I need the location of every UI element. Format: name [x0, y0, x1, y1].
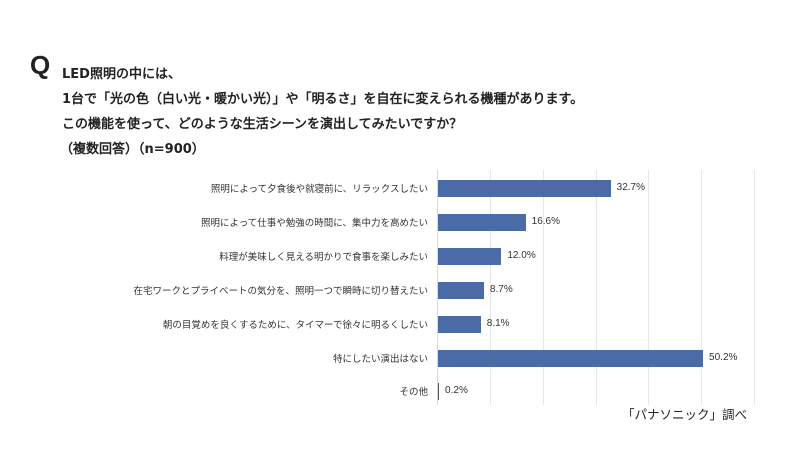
value-label: 12.0%	[507, 250, 536, 261]
bar-row: その他 0.2%	[0, 382, 800, 402]
bar	[438, 350, 704, 367]
gridline	[596, 170, 597, 405]
question-line-2: 1台で「光の色（白い光・暖かい光）」や「明るさ」を自在に変えられる機種があります…	[62, 92, 584, 107]
question-text: LED照明の中には、 1台で「光の色（白い光・暖かい光）」や「明るさ」を自在に変…	[60, 62, 584, 162]
bar	[438, 383, 439, 400]
bar-row: 特にしたい演出はない 50.2%	[0, 349, 800, 369]
category-label: 在宅ワークとプライベートの気分を、照明一つで瞬時に切り替えたい	[133, 286, 428, 297]
gridline	[543, 170, 544, 405]
bar	[438, 282, 484, 299]
category-axis	[437, 170, 438, 405]
value-label: 16.6%	[531, 216, 560, 227]
question-mark-q: Q	[30, 50, 51, 80]
category-label: その他	[399, 387, 428, 398]
bar-chart: 照明によって夕食後や就寝前に、リラックスしたい 32.7% 照明によって仕事や勉強の…	[0, 170, 800, 410]
bar	[438, 214, 526, 231]
source-note: 「パナソニック」調べ	[622, 407, 748, 422]
value-label: 8.1%	[486, 318, 510, 329]
category-label: 照明によって仕事や勉強の時間に、集中力を高めたい	[201, 218, 428, 229]
bar-row: 照明によって仕事や勉強の時間に、集中力を高めたい 16.6%	[0, 213, 800, 233]
gridline	[754, 170, 755, 405]
gridline	[648, 170, 649, 405]
gridline	[490, 170, 491, 405]
bar-row: 照明によって夕食後や就寝前に、リラックスしたい 32.7%	[0, 179, 800, 199]
value-label: 0.2%	[445, 385, 468, 396]
category-label: 料理が美味しく見える明かりで食事を楽しみたい	[219, 252, 428, 263]
gridline	[701, 170, 702, 405]
bar-row: 朝の目覚めを良くするために、タイマーで徐々に明るくしたい 8.1%	[0, 315, 800, 335]
value-label: 32.7%	[616, 182, 645, 193]
bar	[438, 316, 481, 333]
bar-row: 料理が美味しく見える明かりで食事を楽しみたい 12.0%	[0, 247, 800, 267]
question-line-4: （複数回答）（n=900）	[60, 142, 205, 157]
value-label: 50.2%	[709, 352, 738, 363]
bar	[438, 180, 611, 197]
bar	[438, 248, 502, 265]
question-line-1: LED照明の中には、	[62, 67, 181, 82]
category-label: 朝の目覚めを良くするために、タイマーで徐々に明るくしたい	[162, 320, 428, 331]
question-line-3: この機能を使って、どのような生活シーンを演出してみたいですか？	[62, 117, 463, 132]
value-label: 8.7%	[489, 284, 513, 295]
category-label: 特にしたい演出はない	[332, 354, 428, 365]
category-label: 照明によって夕食後や就寝前に、リラックスしたい	[210, 184, 428, 195]
bar-row: 在宅ワークとプライベートの気分を、照明一つで瞬時に切り替えたい 8.7%	[0, 281, 800, 301]
